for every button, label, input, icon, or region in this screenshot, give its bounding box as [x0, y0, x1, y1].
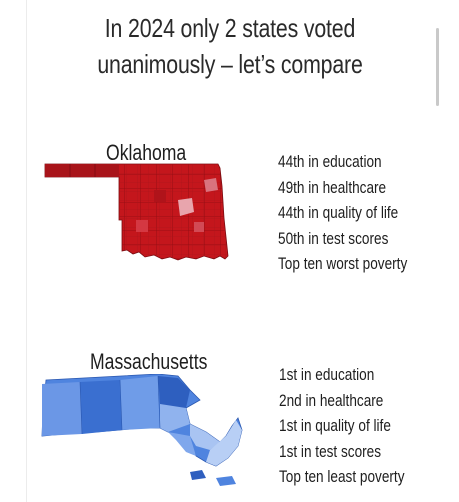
oklahoma-stats-list: 44th in education 49th in healthcare 44t… [278, 149, 440, 277]
oklahoma-county-map [44, 163, 229, 261]
title-line-1: In 2024 only 2 states voted [104, 13, 356, 43]
post-title: In 2024 only 2 states voted unanimously … [74, 10, 386, 82]
stat-item: 1st in quality of life [279, 416, 391, 435]
stat-item: 50th in test scores [278, 228, 389, 248]
stat-item: 2nd in healthcare [279, 390, 384, 410]
stat-item: 1st in education [279, 365, 375, 384]
scrollbar[interactable] [436, 28, 439, 106]
massachusetts-stats-list: 1st in education 2nd in healthcare 1st i… [279, 362, 436, 490]
title-line-2: unanimously – let’s compare [97, 49, 363, 79]
state-name-massachusetts: Massachusetts [90, 349, 208, 374]
stat-item: Top ten least poverty [279, 467, 405, 486]
stat-item: 44th in quality of life [278, 203, 399, 222]
left-gutter [0, 0, 27, 502]
massachusetts-county-map [41, 374, 243, 486]
stat-item: 1st in test scores [279, 441, 382, 461]
state-name-oklahoma: Oklahoma [106, 140, 187, 165]
stat-item: 44th in education [278, 152, 382, 171]
stat-item: 49th in healthcare [278, 177, 387, 197]
stat-item: Top ten worst poverty [278, 254, 408, 273]
